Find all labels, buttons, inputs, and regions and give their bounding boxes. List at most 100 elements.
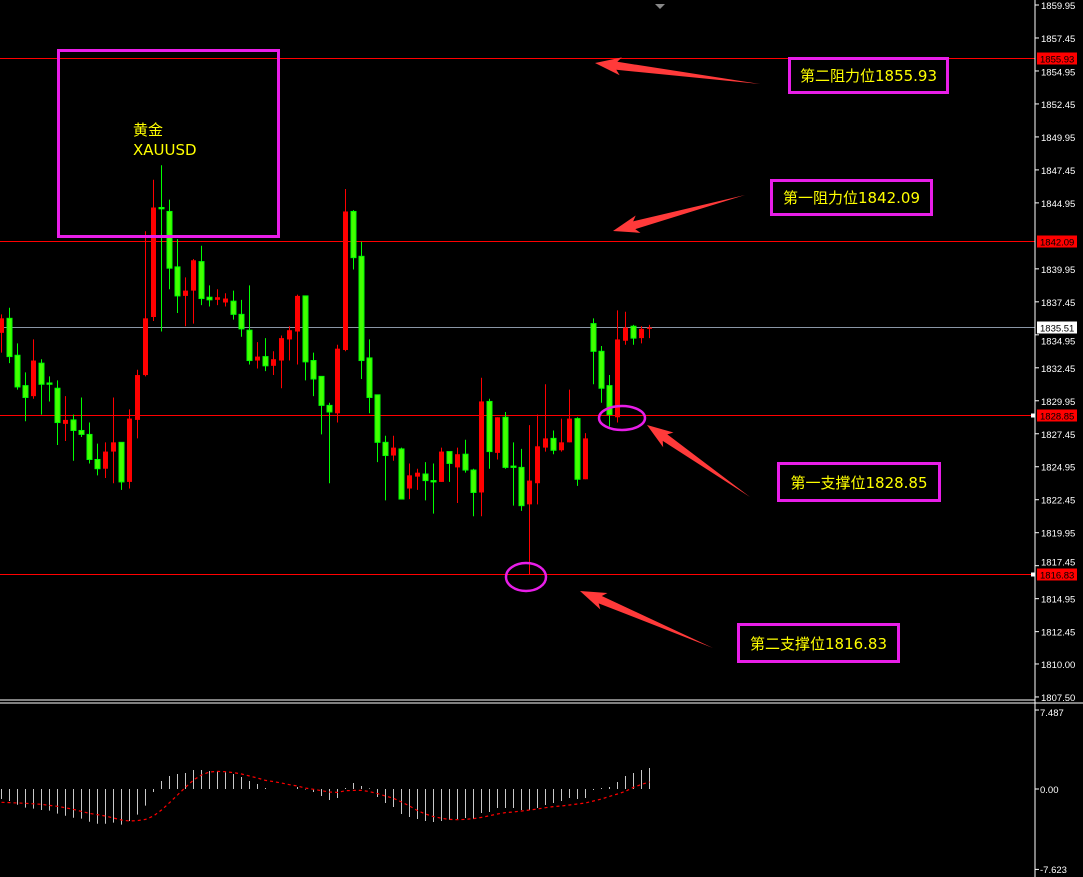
candle-up [111,442,116,452]
y-tick-label: 1844.95 [1041,199,1075,210]
arrow-icon [613,195,745,233]
candle-up [615,339,620,418]
y-tick-label: 1819.95 [1041,529,1075,540]
candle-down [238,313,245,330]
price-tag [1037,235,1077,248]
chart-shift-marker-icon [655,4,665,9]
candle-up [335,348,340,414]
candle-down [22,385,29,398]
candle-down [486,400,493,453]
candle-up [543,438,548,448]
y-tick-label: 1854.95 [1041,68,1075,79]
candle-up [479,401,484,493]
y-tick-label: 1829.95 [1041,397,1075,408]
candle-down [262,356,269,367]
candle-down [310,360,317,380]
candle-up [415,472,420,477]
candle-down [358,255,365,362]
arrow-icon [580,591,713,648]
candle-up [287,330,292,340]
y-tick-label: 1822.45 [1041,496,1075,507]
y-tick-label: 1859.95 [1041,1,1075,12]
candle-up [63,419,68,424]
support-2-label: 第二支撑位1816.83 [737,623,900,663]
candle-down [78,429,85,435]
candle-down [374,394,381,443]
candle-up [223,298,228,303]
candle-down [94,458,101,470]
candle-up [439,451,444,482]
y-tick-label: 1827.45 [1041,430,1075,441]
candle-down [230,300,237,315]
arrow-icon [595,57,760,84]
candle-up [191,260,196,291]
candle-down [206,296,213,301]
candle-down [326,404,333,413]
candle-up [279,338,284,361]
price-tag-label: 1855.93 [1040,55,1074,66]
y-tick-label: 1839.95 [1041,265,1075,276]
support-1-label: 第一支撑位1828.85 [777,462,941,502]
candle-up [255,356,260,361]
price-tag-label: 1842.09 [1040,238,1074,249]
highlight-circle [504,561,548,593]
resistance-2-label: 第二阻力位1855.93 [788,57,949,94]
candle-up [143,318,148,376]
y-tick-label: 1817.45 [1041,558,1075,569]
current-price-label: 1835.51 [1040,324,1074,335]
candle-down [430,480,437,483]
candle-down [46,382,53,385]
y-tick-label: 1852.45 [1041,100,1075,111]
candle-up [559,442,564,451]
current-price-tag [1037,321,1077,334]
candle-up [295,295,300,332]
symbol-label: 黄金 [133,121,164,139]
candle-down [166,210,173,269]
candle-up [567,418,572,443]
candle-down [366,357,373,398]
candle-down [574,418,581,480]
candle-up [583,438,588,480]
candle-up [455,454,460,468]
y-tick-label: 1849.95 [1041,133,1075,144]
y-tick-label: 1834.95 [1041,337,1075,348]
candle-down [38,362,45,385]
y-tick-label: 1857.45 [1041,34,1075,45]
symbol-name: XAUUSD [133,141,197,159]
candle-down [606,385,613,416]
candle-up [623,327,628,341]
candle-up [103,451,108,469]
y-tick-label: 1847.45 [1041,166,1075,177]
candle-down [502,416,509,468]
candle-up [31,360,36,397]
candle-up [407,475,412,489]
candle-down [174,266,181,297]
candle-up [183,290,188,296]
y-tick-label: 1814.95 [1041,595,1075,606]
price-tag [1037,409,1077,422]
osc-y-tick-label: 7.487 [1040,708,1064,719]
osc-y-tick-label: -7.623 [1040,865,1067,876]
candle-up [535,446,540,484]
candle-down [6,317,13,358]
candle-up [527,480,532,505]
candle-down [86,433,93,460]
y-tick-label: 1812.45 [1041,628,1075,639]
candle-up [647,327,652,329]
candle-up [127,418,132,482]
candle-up [215,297,220,300]
candle-down [14,354,21,388]
y-tick-label: 1832.45 [1041,364,1075,375]
symbol-box [57,49,280,238]
candle-down [398,448,405,500]
candle-up [271,359,276,366]
candle-down [550,437,557,451]
y-tick-label: 1837.45 [1041,298,1075,309]
candle-down [318,375,325,406]
arrow-icon [647,425,750,497]
level-marker [1031,572,1035,577]
candle-up [639,328,644,339]
candle-down [198,261,205,300]
candle-down [590,323,597,352]
